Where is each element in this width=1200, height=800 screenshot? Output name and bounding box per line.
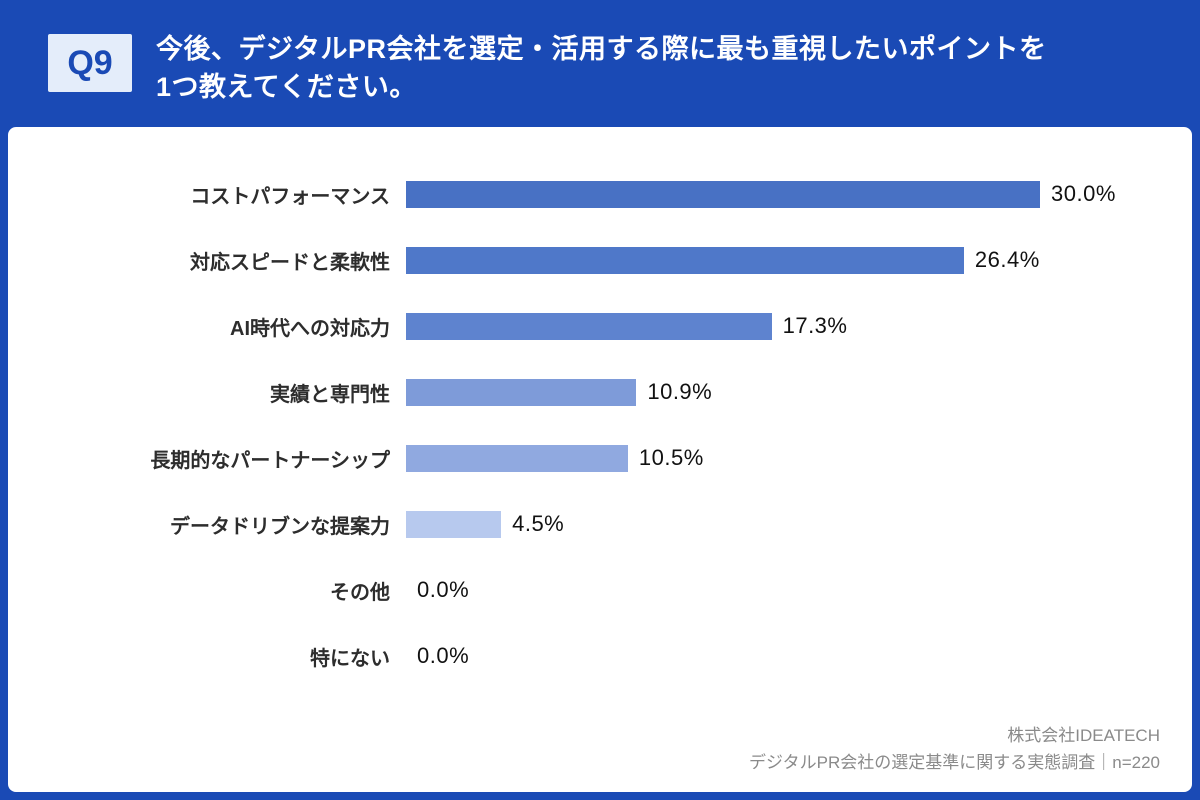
value-label: 10.5%	[638, 445, 704, 470]
chart-row: データドリブンな提案力 4.5%	[8, 491, 1192, 557]
bar	[406, 378, 637, 406]
category-label: 対応スピードと柔軟性	[190, 251, 390, 274]
source-note: 株式会社IDEATECH デジタルPR会社の選定基準に関する実態調査｜n=220	[749, 723, 1160, 776]
category-label: 特にない	[310, 647, 390, 670]
question-number-badge: Q9	[48, 34, 132, 92]
category-label: 長期的なパートナーシップ	[150, 449, 390, 472]
value-label: 0.0%	[417, 577, 470, 602]
chart-card: コストパフォーマンス 30.0% 対応スピードと柔軟性 26.4% AI時代への対応力 1…	[8, 127, 1192, 792]
bar-track: 17.3%	[406, 312, 1192, 340]
category-label: 実績と専門性	[270, 383, 390, 406]
value-label: 4.5%	[512, 511, 565, 536]
chart-row: 実績と専門性 10.9%	[8, 359, 1192, 425]
value-label: 26.4%	[974, 247, 1040, 272]
bar-track: 4.5%	[406, 510, 1192, 538]
chart-row: 特にない 0.0%	[8, 623, 1192, 689]
bar-track: 26.4%	[406, 246, 1192, 274]
source-company: 株式会社IDEATECH	[1007, 726, 1160, 746]
question-title-line2: 1つ教えてください。	[156, 72, 417, 103]
chart-row: その他 0.0%	[8, 557, 1192, 623]
category-label: その他	[330, 581, 390, 604]
bar	[406, 312, 772, 340]
value-label: 10.9%	[647, 379, 713, 404]
bar-track: 10.9%	[406, 378, 1192, 406]
category-label: AI時代への対応力	[230, 317, 390, 340]
chart-row: 対応スピードと柔軟性 26.4%	[8, 227, 1192, 293]
chart-row: コストパフォーマンス 30.0%	[8, 161, 1192, 227]
source-survey: デジタルPR会社の選定基準に関する実態調査｜n=220	[748, 752, 1160, 772]
category-label: コストパフォーマンス	[190, 185, 390, 208]
bar-track: 30.0%	[406, 180, 1192, 208]
value-label: 0.0%	[417, 643, 470, 668]
bar	[406, 510, 502, 538]
value-label: 30.0%	[1051, 181, 1116, 206]
chart-rows: コストパフォーマンス 30.0% 対応スピードと柔軟性 26.4% AI時代への対応力 1…	[8, 161, 1192, 689]
bar	[406, 444, 628, 472]
bar-track: 10.5%	[406, 444, 1192, 472]
chart-row: 長期的なパートナーシップ 10.5%	[8, 425, 1192, 491]
value-label: 17.3%	[782, 313, 848, 338]
category-label: データドリブンな提案力	[170, 515, 390, 538]
question-title-line1: 今後、デジタルPR会社を選定・活用する際に最も重視したいポイントを	[156, 34, 1047, 64]
chart-row: AI時代への対応力 17.3%	[8, 293, 1192, 359]
bar-track: 0.0%	[406, 577, 1192, 604]
bar	[406, 180, 1040, 208]
header: Q9 今後、デジタルPR会社を選定・活用する際に最も重視したいポイントを 1つ教…	[0, 0, 1200, 127]
bar	[406, 246, 964, 274]
bar-track: 0.0%	[406, 643, 1192, 670]
question-title: 今後、デジタルPR会社を選定・活用する際に最も重視したいポイントを 1つ教えてく…	[156, 30, 1170, 107]
